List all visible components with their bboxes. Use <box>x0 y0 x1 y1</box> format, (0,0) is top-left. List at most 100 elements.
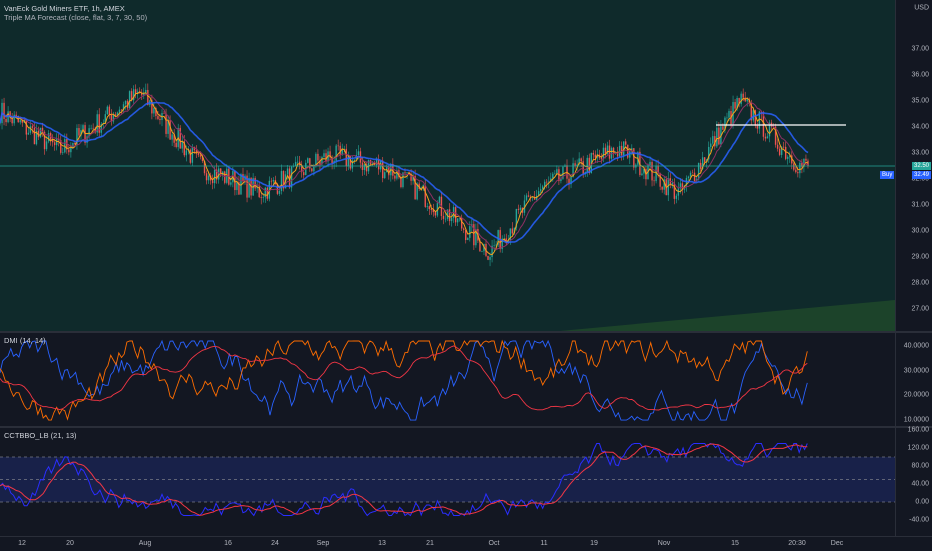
candle-body <box>434 212 437 216</box>
cctbbo-pane[interactable]: CCTBBO_LB (21, 13) 160.00 120.00 80.00 40.0… <box>0 427 932 536</box>
candle-body <box>349 156 352 169</box>
candle-body <box>175 142 177 147</box>
candle-body <box>234 171 236 191</box>
candle-body <box>458 217 461 219</box>
candle-body <box>21 120 23 123</box>
candle-body <box>179 127 181 149</box>
cctbbo-axis[interactable]: 160.00 120.00 80.00 40.00 0.00 -40.00 <box>895 427 932 536</box>
candle-body <box>33 127 36 145</box>
candle-body <box>282 171 285 189</box>
candle-body <box>382 160 384 179</box>
candle-body <box>7 111 9 123</box>
candle-body <box>548 181 550 183</box>
time-tick-label: 15 <box>731 540 739 547</box>
candle-body <box>712 136 714 144</box>
pane-divider[interactable] <box>0 331 932 333</box>
price-pane[interactable]: VanEck Gold Miners ETF, 1h, AMEX Triple … <box>0 0 932 331</box>
candle-body <box>795 169 797 173</box>
candle-body <box>145 89 147 94</box>
dmi-chart[interactable] <box>0 333 895 426</box>
candle-body <box>687 176 690 179</box>
candle-body <box>542 186 544 190</box>
candle-body <box>262 197 264 198</box>
candle-body <box>74 142 76 145</box>
candle-body <box>420 187 422 189</box>
price-tick-label: 28.00 <box>911 279 929 287</box>
candle-body <box>25 119 28 135</box>
dmi-minus-line <box>0 339 808 421</box>
dmi-pane[interactable]: DMI (14, 14) 40.0000 30.0000 20.0000 10.000… <box>0 333 932 426</box>
candle-body <box>797 172 799 174</box>
candle-body <box>653 180 655 182</box>
candle-body <box>13 114 15 124</box>
forecast-area <box>560 300 895 331</box>
candle-body <box>697 162 700 180</box>
candle-body <box>167 119 169 134</box>
dmi-plus-line <box>0 339 808 422</box>
candle-body <box>580 158 582 162</box>
price-chart[interactable] <box>0 0 895 331</box>
candle-body <box>163 112 165 114</box>
candle-body <box>114 114 117 116</box>
candle-body <box>689 172 692 177</box>
price-tick-label: 34.00 <box>911 123 929 131</box>
candle-body <box>487 255 489 260</box>
price-plot[interactable]: VanEck Gold Miners ETF, 1h, AMEX Triple … <box>0 0 895 331</box>
time-tick-label: 11 <box>540 540 548 547</box>
candle-body <box>675 195 678 199</box>
pane-divider[interactable] <box>0 426 932 428</box>
candle-body <box>165 113 167 134</box>
candle-body <box>104 114 106 124</box>
candle-body <box>608 145 611 159</box>
cctbbo-chart[interactable] <box>0 428 895 536</box>
candle-body <box>280 171 283 192</box>
buy-label[interactable]: Buy <box>880 171 895 179</box>
indicator-legend: Triple MA Forecast (close, flat, 3, 7, 3… <box>4 13 148 22</box>
candle-body <box>323 153 325 157</box>
candle-body <box>96 114 98 133</box>
candle-body <box>240 174 242 195</box>
dmi-plot[interactable]: DMI (14, 14) <box>0 333 895 426</box>
dmi-tick-label: 40.0000 <box>903 342 929 350</box>
candle-body <box>513 227 516 234</box>
candle-body <box>701 157 704 169</box>
candle-body <box>137 91 139 94</box>
chart-title: VanEck Gold Miners ETF, 1h, AMEX <box>4 4 125 13</box>
candle-body <box>791 155 793 164</box>
candle-body <box>9 111 11 118</box>
candle-body <box>264 187 266 198</box>
candle-body <box>88 128 90 137</box>
candle-body <box>787 156 789 159</box>
candle-body <box>412 175 414 181</box>
candle-body <box>339 145 341 155</box>
candle-body <box>205 173 208 181</box>
candle-body <box>789 155 791 157</box>
candle-body <box>550 178 552 182</box>
candle-body <box>218 168 220 180</box>
candle-body <box>211 180 214 184</box>
candle-body <box>72 142 74 148</box>
candle-body <box>112 114 115 122</box>
candle-body <box>130 91 133 101</box>
cctbbo-plot[interactable]: CCTBBO_LB (21, 13) <box>0 428 895 536</box>
price-axis[interactable]: USD 37.00 36.00 35.00 34.00 33.00 32.00 31.00 3… <box>895 0 932 331</box>
candle-body <box>78 128 80 136</box>
candle-body <box>505 238 507 244</box>
candle-body <box>801 162 803 167</box>
candle-body <box>278 191 281 194</box>
candle-body <box>272 180 275 182</box>
candle-body <box>294 161 297 167</box>
candle-body <box>497 230 499 245</box>
candle-body <box>693 172 696 182</box>
candle-body <box>612 147 615 153</box>
candle-body <box>329 151 331 158</box>
candle-body <box>189 149 192 163</box>
candle-body <box>347 156 349 167</box>
dmi-axis[interactable]: 40.0000 30.0000 20.0000 10.0000 <box>895 333 932 426</box>
candle-body <box>309 158 311 169</box>
candle-body <box>173 134 175 143</box>
candle-body <box>396 170 398 179</box>
candle-body <box>718 127 720 145</box>
time-axis[interactable]: 12 20 Aug 16 24 Sep 13 21 Oct 11 19 Nov 15 20:30 Dec <box>0 536 932 551</box>
candle-body <box>276 184 279 194</box>
